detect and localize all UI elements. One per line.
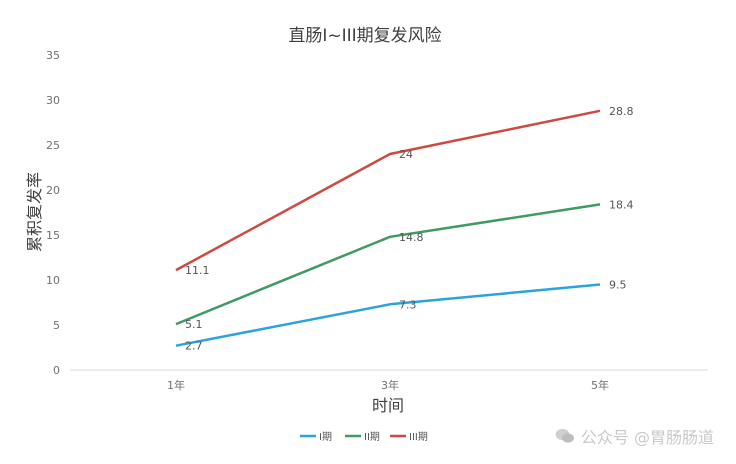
y-tick-label: 10 bbox=[46, 274, 60, 287]
legend-item[interactable]: III期 bbox=[390, 431, 428, 443]
y-axis-title: 累积复发率 bbox=[25, 172, 44, 252]
legend-item[interactable]: II期 bbox=[345, 431, 380, 443]
data-label: 11.1 bbox=[185, 264, 210, 277]
series-lines bbox=[175, 109, 601, 347]
data-label: 2.7 bbox=[185, 340, 203, 353]
series-line bbox=[175, 283, 601, 347]
legend-item[interactable]: I期 bbox=[300, 431, 332, 443]
y-tick-label: 30 bbox=[46, 94, 60, 107]
chart-title: 直肠I~III期复发风险 bbox=[288, 26, 441, 46]
legend[interactable]: I期 II期 III期 bbox=[300, 431, 428, 443]
y-tick-label: 25 bbox=[46, 139, 60, 152]
y-tick-label: 35 bbox=[46, 49, 60, 62]
y-tick-label: 15 bbox=[46, 229, 60, 242]
wechat-icon bbox=[555, 429, 574, 443]
x-axis-title: 时间 bbox=[372, 396, 404, 415]
x-tick-label: 5年 bbox=[591, 378, 609, 392]
x-axis-ticks: 1年 3年 5年 bbox=[167, 378, 609, 392]
series-line bbox=[175, 109, 601, 272]
y-axis-ticks: 0 5 10 15 20 25 30 35 bbox=[46, 49, 60, 377]
watermark: 公众号 @胃肠肠道 bbox=[555, 424, 714, 448]
data-labels: 2.7 7.3 9.5 5.1 14.8 18.4 11.1 24 28.8 bbox=[185, 105, 634, 353]
data-label: 18.4 bbox=[609, 198, 634, 211]
y-tick-label: 0 bbox=[53, 364, 60, 377]
data-label: 28.8 bbox=[609, 105, 634, 118]
data-label: 7.3 bbox=[399, 298, 417, 311]
y-tick-label: 5 bbox=[53, 319, 60, 332]
data-label: 5.1 bbox=[185, 318, 203, 331]
x-tick-label: 1年 bbox=[167, 378, 185, 392]
legend-label: I期 bbox=[319, 431, 332, 443]
data-label: 24 bbox=[399, 148, 413, 161]
data-label: 9.5 bbox=[609, 279, 627, 292]
y-tick-label: 20 bbox=[46, 184, 60, 197]
x-tick-label: 3年 bbox=[381, 378, 399, 392]
legend-label: III期 bbox=[409, 431, 428, 443]
series-line bbox=[175, 203, 601, 326]
data-label: 14.8 bbox=[399, 231, 424, 244]
legend-label: II期 bbox=[364, 431, 380, 443]
watermark-text: 公众号 @胃肠肠道 bbox=[580, 428, 714, 447]
